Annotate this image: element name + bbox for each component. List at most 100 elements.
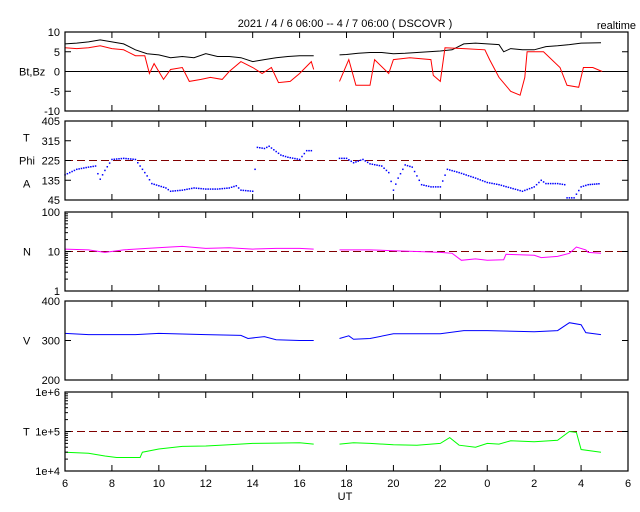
data-point xyxy=(456,171,458,173)
data-point xyxy=(575,193,578,195)
data-point xyxy=(68,171,71,174)
data-point xyxy=(294,157,296,160)
data-point xyxy=(517,189,519,191)
data-point xyxy=(510,187,512,189)
data-line xyxy=(64,245,314,253)
panel-phi: 405 315 225 135 45 T Phi A xyxy=(19,116,629,207)
data-point xyxy=(169,190,172,193)
data-point xyxy=(566,197,568,199)
data-point xyxy=(467,175,470,177)
y-tick-label: 45 xyxy=(48,195,60,207)
x-tick-label: 6 xyxy=(62,478,68,490)
data-point xyxy=(524,189,526,192)
data-point xyxy=(160,185,162,188)
data-point xyxy=(593,183,596,185)
y-tick-label: 315 xyxy=(42,136,60,148)
data-point xyxy=(460,172,463,175)
data-point xyxy=(174,190,177,192)
x-tick-label: 10 xyxy=(153,478,165,490)
data-point xyxy=(341,157,343,160)
data-point xyxy=(287,156,289,159)
data-point xyxy=(355,161,357,163)
y-axis-label: N xyxy=(23,247,31,259)
x-tick-label: 8 xyxy=(109,478,115,490)
data-point xyxy=(94,165,97,167)
data-point xyxy=(587,183,589,186)
data-point xyxy=(547,182,550,185)
data-line xyxy=(339,322,602,340)
data-line xyxy=(339,42,602,56)
data-point xyxy=(277,152,280,155)
data-point xyxy=(563,183,566,186)
y-tick-label: 1 xyxy=(54,286,60,298)
data-point xyxy=(179,189,181,192)
y-tick-label: 100 xyxy=(42,207,60,219)
data-point xyxy=(162,186,165,188)
data-point xyxy=(406,164,409,167)
data-point xyxy=(477,178,479,180)
data-point xyxy=(495,183,498,185)
data-point xyxy=(528,187,531,190)
x-tick-label: 2 xyxy=(531,478,537,490)
data-point xyxy=(151,182,153,185)
data-point xyxy=(76,168,78,171)
data-point xyxy=(348,159,350,161)
data-point xyxy=(176,189,179,192)
y-tick-label: -5 xyxy=(50,86,60,98)
x-axis-label: UT xyxy=(338,491,353,503)
data-point xyxy=(158,185,160,187)
panel-temperature: 1e+6 1e+5 1e+4 T 6 8 10 12 14 16 18 20 22 0 2 4 6 xyxy=(23,387,631,490)
data-point xyxy=(181,189,184,191)
realtime-label: realtime xyxy=(597,20,636,32)
data-point xyxy=(129,158,132,160)
data-point xyxy=(521,190,524,193)
data-point xyxy=(376,164,378,166)
y-axis-label: A xyxy=(23,179,31,191)
data-point xyxy=(198,187,200,190)
data-point xyxy=(284,155,287,158)
data-point xyxy=(188,188,191,190)
data-point xyxy=(221,187,223,190)
data-point xyxy=(90,166,92,168)
data-point xyxy=(251,190,254,193)
data-point xyxy=(484,180,486,183)
data-point xyxy=(404,164,406,166)
data-point xyxy=(472,176,474,179)
data-point xyxy=(120,157,123,160)
chart-title: 2021 / 4 / 6 06:00 -- 4 / 7 06:00 ( DSCO… xyxy=(238,18,453,30)
data-point xyxy=(101,174,104,176)
data-point xyxy=(411,166,413,168)
data-point xyxy=(444,174,446,176)
data-point xyxy=(488,182,491,184)
data-point xyxy=(580,186,582,188)
y-tick-label: 0 xyxy=(54,67,60,79)
data-point xyxy=(502,185,505,187)
data-point xyxy=(308,149,310,152)
data-point xyxy=(430,186,432,188)
data-point xyxy=(568,197,571,199)
data-point xyxy=(418,179,421,182)
data-point xyxy=(261,147,263,149)
data-point xyxy=(202,188,205,190)
data-point xyxy=(122,157,125,160)
data-point xyxy=(425,185,428,187)
data-point xyxy=(369,163,371,165)
data-point xyxy=(549,182,552,185)
series-phi xyxy=(64,145,600,199)
data-point xyxy=(310,149,313,152)
data-point xyxy=(338,157,341,160)
data-point xyxy=(195,187,198,189)
data-point xyxy=(273,149,275,151)
data-point xyxy=(559,183,561,185)
data-line xyxy=(339,246,602,261)
data-point xyxy=(212,188,214,190)
series-t xyxy=(64,430,602,458)
y-axis-label: Phi xyxy=(19,156,35,168)
x-tick-label: 0 xyxy=(484,478,490,490)
y-tick-label: 10 xyxy=(48,247,60,259)
data-point xyxy=(83,167,85,169)
data-point xyxy=(183,188,186,191)
data-point xyxy=(432,186,435,188)
data-point xyxy=(437,186,439,188)
